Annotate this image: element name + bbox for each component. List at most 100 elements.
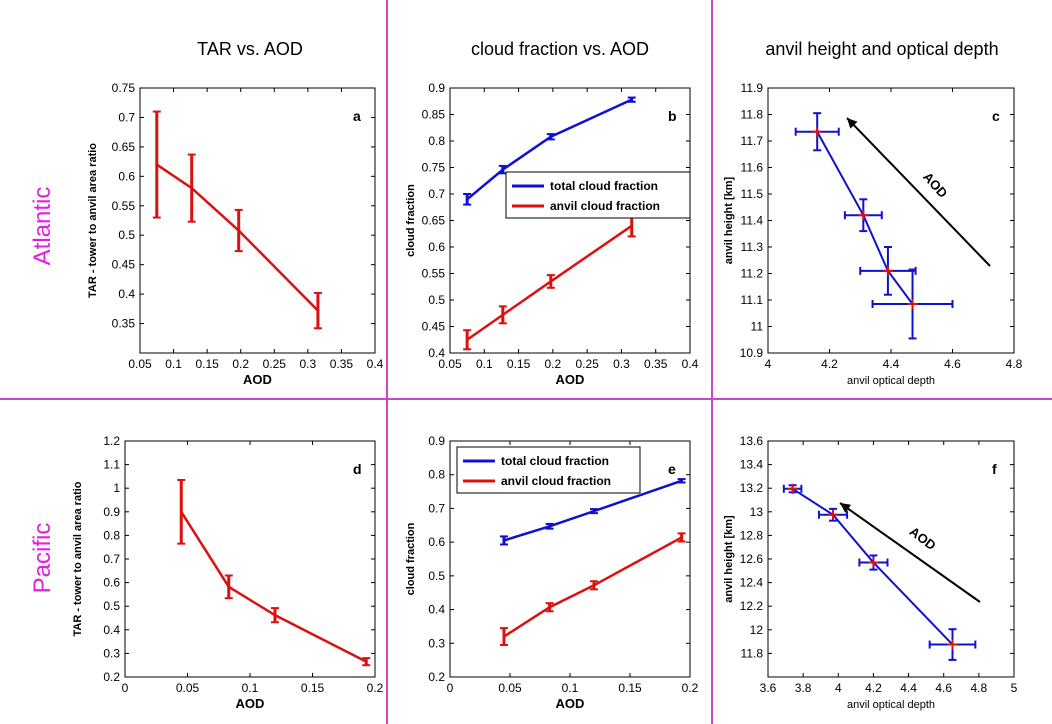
y-tick-label: 0.9 (103, 505, 120, 519)
plot-frame (767, 440, 1015, 678)
x-tick-label: 0.3 (300, 357, 317, 371)
x-tick-label: 0.05 (128, 357, 152, 371)
x-tick-label: 4 (835, 681, 842, 695)
series-line (156, 163, 319, 312)
legend-box (456, 446, 641, 494)
panel-label: a (353, 108, 361, 124)
y-tick-label: 12.4 (740, 576, 764, 590)
x-axis-label: anvil optical depth (847, 699, 935, 711)
series-line (180, 511, 367, 663)
y-tick-label: 0.3 (103, 646, 120, 660)
x-tick-label: 3.8 (795, 681, 812, 695)
region-label-atlantic: Atlantic (29, 187, 56, 266)
panel-label: b (668, 108, 677, 124)
y-tick-label: 0.6 (118, 169, 135, 183)
x-axis-label: AOD (236, 696, 265, 711)
y-tick-label: 11 (751, 320, 764, 334)
y-tick-label: 11.5 (741, 187, 764, 201)
legend-entry: anvil cloud fraction (550, 199, 660, 213)
x-tick-label: 0.1 (476, 357, 493, 371)
y-tick-label: 11.3 (741, 240, 764, 254)
y-tick-label: 0.9 (428, 434, 445, 448)
panel-b: 0.05 0.1 0.15 0.2 0.25 0.3 0.35 0.4 0.4 0.45 0.5 0.… (405, 81, 699, 387)
y-axis-label: TAR - tower to anvil area ratio (72, 481, 84, 636)
series-line (466, 224, 633, 341)
y-tick-label: 12 (750, 623, 764, 637)
series-line (792, 487, 954, 646)
y-tick-label: 0.75 (112, 81, 136, 95)
y-tick-label: 0.55 (112, 199, 136, 213)
legend-box (505, 171, 691, 219)
y-tick-label: 11.6 (741, 161, 764, 175)
panel-e: 0 0.05 0.1 0.15 0.2 0.2 0.3 0.4 0.5 0.6 0.7 0.8 0.9 A… (405, 434, 699, 711)
panel-label: d (353, 461, 362, 477)
y-tick-label: 11.2 (741, 267, 764, 281)
x-tick-label: 4.4 (883, 357, 900, 371)
x-tick-label: 0.3 (613, 357, 630, 371)
header-col2: cloud fraction vs. AOD (471, 39, 649, 59)
y-tick-label: 0.6 (103, 576, 120, 590)
x-tick-label: 4.6 (944, 357, 961, 371)
x-tick-label: 0.2 (682, 681, 699, 695)
x-tick-label: 3.6 (760, 681, 777, 695)
x-tick-label: 0.15 (301, 681, 325, 695)
y-tick-label: 0.8 (428, 468, 445, 482)
x-tick-label: 0.2 (367, 681, 384, 695)
y-tick-label: 0.65 (422, 214, 446, 228)
aod-annotation: AOD (907, 524, 939, 553)
y-tick-label: 0.7 (118, 110, 135, 124)
panel-label: f (992, 461, 997, 477)
y-axis-label: anvil height [km] (723, 515, 735, 603)
series-line (466, 98, 633, 201)
x-tick-label: 0.1 (562, 681, 579, 695)
y-axis-label: cloud fraction (405, 522, 417, 595)
y-tick-label: 11.4 (741, 214, 764, 228)
x-tick-label: 0.1 (242, 681, 259, 695)
series-line (503, 536, 683, 638)
y-tick-label: 0.5 (103, 599, 120, 613)
panel-label: c (992, 108, 1000, 124)
x-tick-label: 0.35 (330, 357, 354, 371)
x-tick-label: 0.1 (165, 357, 182, 371)
y-tick-label: 10.9 (740, 346, 764, 360)
x-tick-label: 0.25 (263, 357, 287, 371)
x-tick-label: 0.4 (367, 357, 384, 371)
y-tick-label: 11.8 (741, 646, 764, 660)
series-line (816, 131, 914, 305)
y-tick-label: 13.2 (740, 481, 764, 495)
aod-arrow-line (846, 117, 991, 267)
y-tick-label: 12.2 (740, 599, 764, 613)
x-tick-label: 0 (122, 681, 129, 695)
y-tick-label: 0.4 (103, 623, 120, 637)
y-tick-label: 0.9 (428, 81, 445, 95)
y-tick-label: 0.3 (428, 636, 445, 650)
x-tick-label: 0 (447, 681, 454, 695)
y-tick-label: 0.4 (118, 287, 135, 301)
x-tick-label: 0.4 (682, 357, 699, 371)
y-axis-label: TAR - tower to anvil area ratio (87, 143, 99, 298)
region-label-pacific: Pacific (29, 523, 56, 594)
y-tick-label: 13.6 (740, 434, 764, 448)
x-tick-label: 5 (1011, 681, 1018, 695)
x-axis-label: AOD (243, 372, 272, 387)
y-tick-label: 0.4 (428, 603, 445, 617)
y-tick-label: 0.6 (428, 240, 445, 254)
legend-entry: total cloud fraction (550, 179, 658, 193)
y-tick-label: 0.4 (428, 346, 445, 360)
y-tick-label: 0.45 (112, 258, 136, 272)
x-tick-label: 0.2 (545, 357, 562, 371)
plot-frame (139, 87, 376, 354)
panel-label: e (668, 461, 676, 477)
y-tick-label: 1.1 (103, 458, 120, 472)
x-tick-label: 4.4 (900, 681, 917, 695)
x-tick-label: 4 (765, 357, 772, 371)
y-tick-label: 1 (113, 481, 120, 495)
y-tick-label: 0.7 (428, 501, 445, 515)
y-tick-label: 0.8 (103, 528, 120, 542)
x-tick-label: 0.35 (644, 357, 668, 371)
x-tick-label: 4.2 (821, 357, 838, 371)
aod-arrow-head (847, 118, 858, 129)
y-tick-label: 0.85 (422, 108, 446, 122)
panel-d: 0 0.05 0.1 0.15 0.2 0.2 0.3 0.4 0.5 0.6 0.7 0.8 0.9 1… (72, 434, 384, 711)
